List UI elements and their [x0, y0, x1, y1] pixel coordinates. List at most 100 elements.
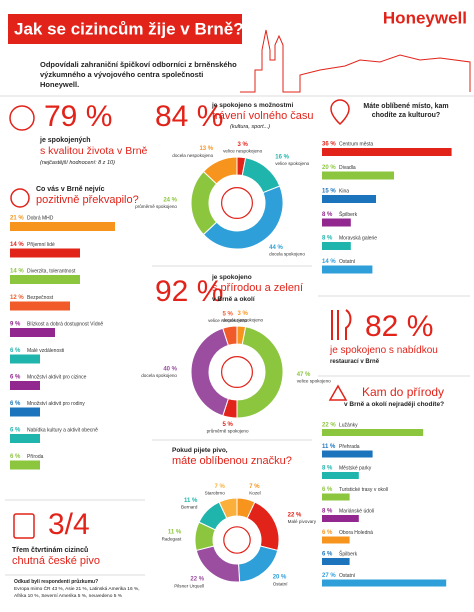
category-label: Množství aktivit pro cizince	[27, 374, 87, 380]
category-label: Turistické trasy v okolí	[339, 487, 389, 493]
stat-text: Třem čtvrtinám cizinců	[12, 547, 89, 554]
value-label: 3 %	[237, 311, 248, 317]
bar	[10, 275, 80, 284]
category-label: Moravská galerie	[339, 235, 377, 241]
value-label: 6 %	[322, 487, 333, 493]
bar	[322, 450, 373, 458]
value-label: 40 %	[163, 367, 177, 373]
value-label: 14 %	[322, 259, 336, 265]
value-label: 14 %	[10, 242, 24, 248]
category-label: Blízkost a dobrá dostupnost Vídně	[27, 321, 103, 327]
value-label: 7 %	[249, 484, 260, 490]
cutlery-icon	[331, 309, 352, 340]
category-label: Množství aktivit pro rodiny	[27, 401, 85, 407]
value-label: 47 %	[297, 372, 311, 378]
chart-title: Kam do přírody	[362, 385, 445, 399]
stat-text: trávení volného času	[212, 110, 314, 122]
bar	[322, 472, 359, 479]
donut-center-icon	[221, 187, 254, 220]
stat-text: restaurací v Brně	[330, 359, 380, 365]
stat-text: s přírodou a zelení	[212, 282, 304, 294]
donut-segment	[236, 326, 284, 419]
category-label: velice nespokojeno	[223, 148, 263, 153]
page-title: Jak se cizincům žije v Brně?	[14, 19, 244, 38]
value-label: 20 %	[273, 575, 287, 581]
stat-note: (kultura, sport...)	[230, 124, 271, 130]
category-label: Malé pivovary	[288, 519, 317, 524]
value-label: 11 %	[168, 530, 182, 536]
stat-value: 84 %	[155, 100, 224, 133]
bar	[322, 515, 359, 522]
category-label: Starobrno	[205, 490, 226, 495]
category-label: Špilberk	[339, 211, 358, 218]
value-label: 27 %	[322, 573, 336, 579]
bar	[322, 536, 350, 544]
value-label: 36 %	[322, 142, 336, 148]
bar	[322, 242, 351, 250]
value-label: 6 %	[10, 375, 21, 381]
surprise-icon	[10, 188, 30, 208]
bar	[322, 195, 376, 203]
bar	[10, 354, 40, 364]
value-label: 8 %	[322, 466, 333, 472]
value-label: 16 %	[275, 154, 289, 160]
stat-text: je spokojených	[40, 137, 91, 144]
bar	[10, 248, 80, 258]
respondents-title: Odkud byli respondenti průzkumu?	[14, 579, 99, 585]
chart-title: Co vás v Brně nejvíc	[36, 186, 105, 193]
bar	[322, 429, 424, 436]
bar	[322, 579, 447, 587]
category-label: Pilsner Urquell	[174, 583, 204, 588]
bar	[10, 381, 40, 390]
stat-text: v Brně a okolí	[212, 296, 255, 303]
value-label: 6 %	[10, 401, 21, 407]
category-label: Kina	[339, 188, 349, 194]
stat-text: je spokojeno s nabídkou	[330, 345, 438, 356]
value-label: 3 %	[237, 142, 248, 148]
value-label: 6 %	[322, 552, 333, 558]
category-label: Špilberk	[339, 550, 358, 557]
value-label: 14 %	[10, 269, 24, 275]
stat-value: 82 %	[365, 310, 434, 343]
category-label: Příjemní lidé	[27, 242, 55, 248]
category-label: velice spokojeno	[297, 378, 331, 383]
donut-segment	[241, 157, 281, 194]
brand-logo: Honeywell	[383, 8, 467, 27]
category-label: Divadla	[339, 165, 356, 171]
chart-title: Pokud pijete pivo,	[172, 447, 228, 454]
donut-center-icon	[223, 526, 251, 554]
value-label: 7 %	[214, 484, 225, 490]
category-label: Ostatní	[273, 581, 289, 586]
category-label: Lužánky	[339, 422, 358, 428]
category-label: Radegast	[162, 536, 182, 541]
value-label: 5 %	[222, 422, 233, 428]
donut-segment	[202, 185, 284, 250]
donut-segment	[222, 325, 238, 346]
chart-title: Máte oblíbené místo, kam chodíte za kult…	[363, 103, 449, 120]
stat-text: je spokojeno s možnostmi	[212, 102, 294, 109]
bar	[10, 328, 55, 337]
value-label: 22 %	[190, 577, 204, 583]
value-label: 15 %	[322, 189, 336, 195]
smile-icon	[9, 105, 35, 131]
category-label: Malé vzdálenosti	[27, 348, 64, 354]
category-label: průměrně spokojeno	[207, 428, 249, 434]
stat-value: 79 %	[44, 100, 113, 133]
category-label: docela nespokojeno	[222, 317, 263, 322]
category-label: Mariánské údolí	[339, 508, 375, 514]
title-banner	[8, 14, 242, 44]
bar	[322, 148, 452, 156]
bar	[322, 171, 394, 180]
stat-note: (nejčastější hodnocení: 8 z 10)	[40, 160, 115, 166]
value-label: 6 %	[322, 530, 333, 536]
category-label: docela spokojeno	[141, 373, 177, 378]
category-label: docela spokojeno	[269, 252, 305, 257]
donut-segment	[190, 170, 218, 236]
category-label: velice nespokojeno	[208, 318, 248, 323]
value-label: 8 %	[322, 212, 333, 218]
value-label: 44 %	[269, 245, 283, 251]
donut-center-icon	[221, 356, 254, 389]
stat-value: 3/4	[48, 508, 90, 541]
donut-segment	[246, 501, 280, 552]
category-label: Příroda	[27, 454, 44, 460]
